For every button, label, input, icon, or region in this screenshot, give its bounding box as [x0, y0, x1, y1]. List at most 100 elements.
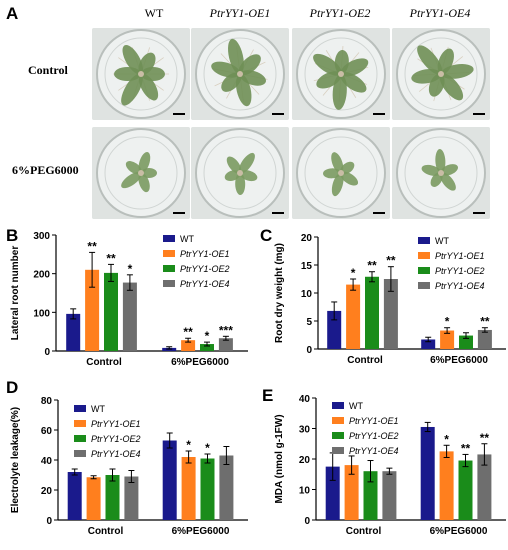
bar-ptryy1-oe4-peg: [219, 455, 234, 520]
petri-dish-icon: [392, 127, 490, 219]
y-tick-label: 40: [299, 394, 311, 405]
y-tick-label: 0: [304, 516, 310, 527]
significance-label: **: [87, 239, 97, 253]
bar-ptryy1-oe4-peg: [218, 338, 233, 351]
scale-bar: [373, 113, 385, 115]
legend-label: PtrYY1-OE4: [435, 281, 485, 291]
scale-bar: [473, 212, 485, 214]
bar-ptryy1-oe2-peg: [458, 460, 473, 520]
petri-dish-icon: [92, 28, 190, 120]
bar-ptryy1-oe4-control: [124, 476, 139, 520]
significance-label: ***: [219, 323, 233, 337]
y-tick-label: 5: [306, 317, 312, 328]
bar-ptryy1-oe1-peg: [181, 457, 196, 520]
significance-label: **: [183, 325, 193, 339]
panel-letter-a: A: [6, 4, 19, 23]
y-tick-label: 200: [33, 270, 50, 281]
scale-bar: [173, 212, 185, 214]
petri-dish-icon: [292, 28, 390, 120]
panel-letter-d: D: [6, 378, 18, 397]
legend-swatch: [163, 280, 175, 287]
x-tick-label: Control: [86, 357, 122, 368]
y-axis-label: MDA (nmol g-1FW): [274, 414, 285, 503]
bar-ptryy1-oe2-peg: [200, 344, 214, 351]
significance-label: **: [367, 259, 377, 273]
y-axis-label: Root dry weight (mg): [274, 243, 285, 343]
legend-swatch: [332, 417, 344, 424]
petri-dish-icon: [292, 127, 390, 219]
petri-dish-icon: [191, 127, 289, 219]
chart-panel-d: D 0 20 40 60 80 Electrolyte leakage(%) Control *…: [6, 378, 248, 537]
y-tick-label: 0: [306, 345, 312, 356]
significance-label: *: [128, 262, 133, 276]
y-tick-label: 60: [41, 426, 53, 437]
bar-wt-peg: [162, 440, 177, 520]
significance-label: **: [480, 431, 490, 445]
plant-photo-peg-oe1: [191, 127, 289, 219]
petri-dish-icon: [392, 28, 490, 120]
scale-bar: [272, 212, 284, 214]
y-tick-label: 0: [46, 516, 52, 527]
legend-swatch: [418, 267, 430, 274]
column-header-oe1: PtrYY1-OE1: [209, 6, 271, 20]
bar-ptryy1-oe2-peg: [200, 458, 215, 520]
bar-ptryy1-oe1-control: [346, 284, 361, 349]
bar-wt-control: [66, 313, 81, 351]
significance-label: *: [186, 438, 191, 452]
plant-photo-control-oe2: [292, 28, 390, 120]
legend-label: PtrYY1-OE2: [349, 431, 399, 441]
legend-swatch: [332, 432, 344, 439]
bar-ptryy1-oe1-control: [85, 269, 100, 351]
y-tick-label: 10: [301, 289, 313, 300]
column-header-oe2: PtrYY1-OE2: [309, 6, 371, 20]
y-tick-label: 300: [33, 231, 50, 242]
scale-bar: [173, 113, 185, 115]
plant-photo-control-oe4: [392, 28, 490, 120]
significance-label: **: [106, 251, 116, 265]
x-tick-label: 6%PEG6000: [430, 355, 488, 366]
bar-ptryy1-oe1-control: [344, 465, 359, 520]
legend-label: PtrYY1-OE1: [349, 416, 399, 426]
y-tick-label: 20: [301, 233, 313, 244]
bar-ptryy1-oe1-peg: [181, 340, 196, 351]
y-tick-label: 15: [301, 261, 313, 272]
plant-photo-peg-oe4: [392, 127, 490, 219]
bar-ptryy1-oe2-control: [104, 272, 118, 351]
legend-label: WT: [91, 404, 105, 414]
significance-label: **: [480, 315, 490, 329]
x-tick-label: Control: [88, 526, 124, 537]
bar-wt-peg: [420, 426, 435, 520]
bar-wt-peg: [421, 339, 436, 349]
legend-label: PtrYY1-OE1: [435, 251, 485, 261]
y-tick-label: 0: [44, 347, 50, 358]
y-tick-label: 80: [41, 396, 53, 407]
legend-label: PtrYY1-OE2: [435, 266, 485, 276]
legend-label: PtrYY1-OE1: [180, 249, 230, 259]
bar-ptryy1-oe4-control: [382, 471, 397, 520]
legend-swatch: [332, 402, 344, 409]
bar-ptryy1-oe4-peg: [477, 454, 492, 520]
y-axis-label: Lateral root number: [10, 246, 21, 341]
y-tick-label: 40: [41, 456, 53, 467]
bar-wt-control: [325, 466, 340, 520]
bar-ptryy1-oe4-control: [122, 282, 137, 351]
x-tick-label: 6%PEG6000: [171, 357, 229, 368]
x-tick-label: Control: [346, 526, 382, 537]
panel-letter-b: B: [6, 226, 18, 245]
significance-label: **: [386, 254, 396, 268]
legend-swatch: [74, 450, 86, 457]
row-header-control: Control: [28, 63, 68, 77]
bar-ptryy1-oe4-control: [383, 279, 398, 349]
bar-ptryy1-oe2-peg: [459, 335, 473, 349]
scale-bar: [272, 113, 284, 115]
legend-swatch: [74, 435, 86, 442]
legend-swatch: [74, 420, 86, 427]
legend-label: PtrYY1-OE4: [91, 449, 141, 459]
y-tick-label: 30: [299, 425, 311, 436]
bar-ptryy1-oe2-control: [105, 475, 120, 520]
legend-swatch: [163, 235, 175, 242]
